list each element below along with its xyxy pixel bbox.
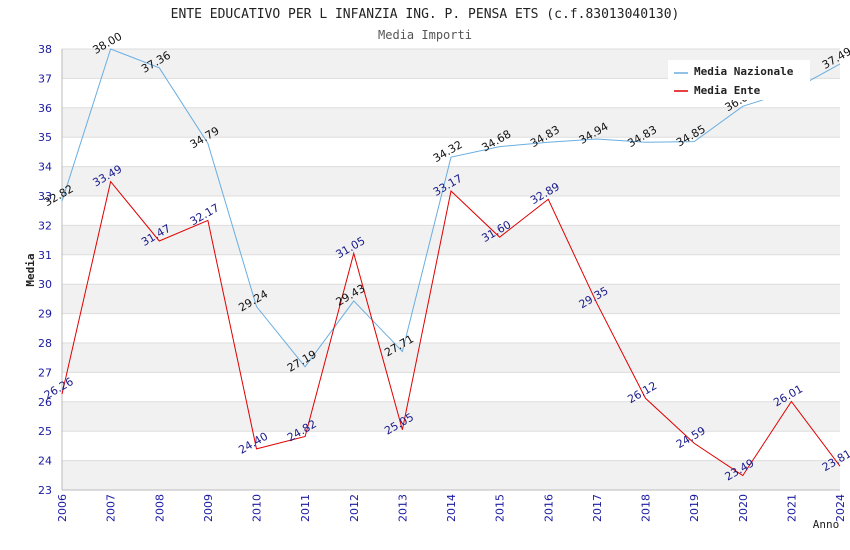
y-tick-label: 27 [38, 366, 52, 379]
x-tick-label: 2007 [105, 494, 118, 522]
x-tick-label: 2008 [153, 494, 166, 522]
data-label: 34.32 [431, 138, 465, 165]
y-tick-label: 35 [38, 131, 52, 144]
y-tick-label: 29 [38, 308, 52, 321]
plot-bands [62, 49, 840, 490]
x-tick-label: 2016 [542, 494, 555, 522]
y-tick-label: 26 [38, 396, 52, 409]
plot-band [62, 343, 840, 373]
y-tick-label: 23 [38, 484, 52, 497]
x-tick-label: 2012 [348, 494, 361, 522]
x-tick-label: 2013 [396, 494, 409, 522]
y-tick-label: 32 [38, 219, 52, 232]
x-tick-label: 2021 [785, 494, 798, 522]
y-tick-label: 24 [38, 455, 52, 468]
x-tick-label: 2019 [688, 494, 701, 522]
grid-lines [62, 48, 840, 491]
y-tick-label: 28 [38, 337, 52, 350]
x-tick-label: 2014 [445, 494, 458, 522]
plot-band [62, 401, 840, 432]
y-tick-label: 36 [38, 102, 52, 115]
y-tick-label: 31 [38, 249, 52, 262]
y-tick-label: 34 [38, 161, 52, 174]
axes [61, 49, 840, 491]
data-label: 32.82 [42, 182, 76, 209]
plot-band [62, 107, 840, 138]
chart-subtitle: Media Importi [378, 28, 472, 42]
x-tick-label: 2009 [202, 494, 215, 522]
x-axis-label: Anno [813, 518, 840, 531]
y-tick-label: 38 [38, 43, 52, 56]
y-tick-label: 33 [38, 190, 52, 203]
legend-label-media-ente: Media Ente [694, 84, 761, 97]
series-lines [61, 48, 841, 477]
plot-band [62, 225, 840, 255]
x-tick-label: 2018 [640, 494, 653, 522]
series-line-media-nazionale [61, 48, 841, 368]
x-tick-label: 2010 [251, 494, 264, 522]
x-tick-labels: 2006 2007 2008 2009 2010 2011 2012 2013 2014 2015… [56, 494, 847, 522]
y-tick-labels: 23 24 25 26 27 28 29 30 31 32 33 34 35 36 37 38 [38, 43, 52, 497]
x-tick-label: 2015 [494, 494, 507, 522]
chart-title: ENTE EDUCATIVO PER L INFANZIA ING. P. PE… [171, 7, 680, 22]
legend-label-media-nazionale: Media Nazionale [694, 65, 794, 78]
legend-box [668, 60, 810, 100]
data-label: 32.17 [188, 201, 222, 228]
x-tick-label: 2020 [737, 494, 750, 522]
x-tick-label: 2011 [299, 494, 312, 522]
x-tick-label: 2006 [56, 494, 69, 522]
plot-band [62, 284, 840, 314]
legend: Media Nazionale Media Ente [668, 60, 810, 100]
y-tick-label: 37 [38, 72, 52, 85]
y-axis-label: Media [24, 253, 37, 286]
y-tick-label: 30 [38, 278, 52, 291]
x-tick-label: 2017 [591, 494, 604, 522]
plot-band [62, 460, 840, 490]
series-line-media-ente [61, 180, 841, 477]
y-tick-label: 25 [38, 425, 52, 438]
x-tick-label: 2024 [834, 494, 847, 522]
